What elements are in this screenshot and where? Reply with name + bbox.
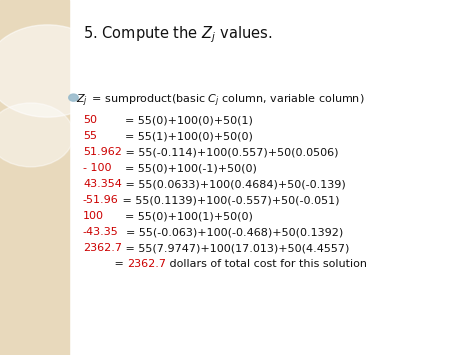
Text: 2362.7: 2362.7 — [83, 243, 122, 253]
Circle shape — [0, 25, 109, 117]
Text: 100: 100 — [83, 211, 104, 221]
Text: = 55(0)+100(-1)+50(0): = 55(0)+100(-1)+50(0) — [111, 163, 257, 173]
Text: 51.962: 51.962 — [83, 147, 122, 157]
Text: = 55(0)+100(1)+50(0): = 55(0)+100(1)+50(0) — [104, 211, 253, 221]
Text: = 55(0.0633)+100(0.4684)+50(-0.139): = 55(0.0633)+100(0.4684)+50(-0.139) — [122, 179, 346, 189]
Text: 43.354: 43.354 — [83, 179, 122, 189]
Text: = 55(-0.114)+100(0.557)+50(0.0506): = 55(-0.114)+100(0.557)+50(0.0506) — [122, 147, 338, 157]
Circle shape — [0, 103, 73, 167]
Text: = 55(0)+100(0)+50(1): = 55(0)+100(0)+50(1) — [97, 115, 253, 125]
Circle shape — [69, 94, 78, 101]
Text: - 100: - 100 — [83, 163, 111, 173]
Text: 50: 50 — [83, 115, 97, 125]
Text: -51.96: -51.96 — [83, 195, 118, 205]
Text: -43.35: -43.35 — [83, 227, 118, 237]
Text: = sumproduct(basic $C_j$ column, variable column): = sumproduct(basic $C_j$ column, variabl… — [88, 92, 365, 109]
Text: =: = — [83, 259, 128, 269]
Text: 55: 55 — [83, 131, 97, 141]
Text: dollars of total cost for this solution: dollars of total cost for this solution — [166, 259, 367, 269]
Text: = 55(0.1139)+100(-0.557)+50(-0.051): = 55(0.1139)+100(-0.557)+50(-0.051) — [118, 195, 339, 205]
Text: 2362.7: 2362.7 — [128, 259, 166, 269]
Text: = 55(1)+100(0)+50(0): = 55(1)+100(0)+50(0) — [97, 131, 253, 141]
Bar — [0, 0, 69, 355]
Text: 5. Compute the $Z_j$ values.: 5. Compute the $Z_j$ values. — [83, 25, 272, 45]
Text: = 55(7.9747)+100(17.013)+50(4.4557): = 55(7.9747)+100(17.013)+50(4.4557) — [122, 243, 349, 253]
Text: $Z_j$: $Z_j$ — [76, 92, 88, 109]
Text: = 55(-0.063)+100(-0.468)+50(0.1392): = 55(-0.063)+100(-0.468)+50(0.1392) — [118, 227, 343, 237]
